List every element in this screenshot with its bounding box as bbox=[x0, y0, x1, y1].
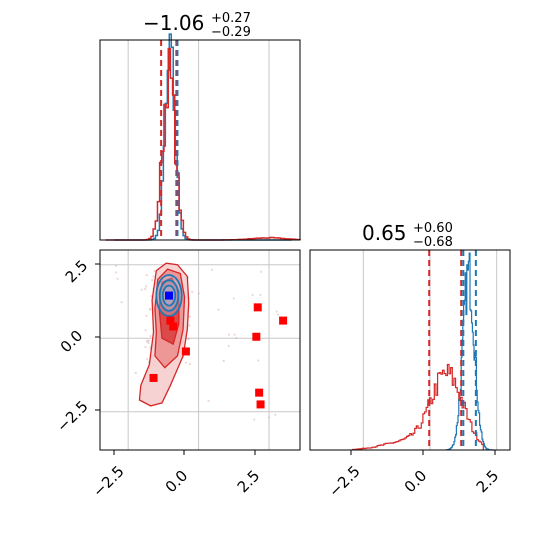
sample-point bbox=[276, 313, 280, 316]
square-marker bbox=[166, 316, 175, 325]
square-marker bbox=[252, 332, 261, 341]
sample-point bbox=[134, 371, 137, 374]
x-tick-label: −2.5 bbox=[325, 462, 363, 500]
square-marker bbox=[256, 400, 265, 409]
title-param2-sub: −0.68 bbox=[413, 235, 453, 250]
x-tick-label: 0.0 bbox=[401, 467, 431, 497]
sample-point bbox=[144, 329, 147, 332]
sample-point bbox=[222, 359, 225, 363]
sample-point bbox=[197, 292, 200, 295]
x-tick-label: 2.5 bbox=[473, 467, 503, 497]
sample-point bbox=[114, 271, 118, 274]
x-axis-bottom-right: −2.5 0.0 2.5 bbox=[325, 450, 502, 501]
sample-point bbox=[147, 339, 151, 342]
sample-point bbox=[184, 361, 187, 364]
sample-point bbox=[146, 339, 149, 342]
sample-point bbox=[268, 416, 271, 419]
frame-bottom-right bbox=[309, 249, 511, 451]
sample-point bbox=[144, 345, 147, 349]
red-histogram-param2 bbox=[352, 363, 484, 451]
square-marker bbox=[279, 316, 288, 325]
x-axis-bottom-left: −2.5 0.0 2.5 bbox=[89, 450, 263, 501]
blue-histogram-param2 bbox=[445, 252, 495, 451]
panel-bottom-left: 2.5 0.0 −2.5 −2.5 0.0 2.5 bbox=[53, 249, 301, 501]
x-tick-label: 0.0 bbox=[162, 467, 192, 497]
sample-point bbox=[233, 333, 236, 336]
title-param1-sup: +0.27 bbox=[211, 11, 251, 26]
y-axis-left: 2.5 0.0 −2.5 bbox=[53, 257, 100, 436]
sample-point bbox=[188, 363, 192, 366]
sample-point bbox=[188, 324, 191, 327]
sample-point bbox=[145, 357, 149, 360]
sample-point bbox=[149, 308, 152, 311]
sample-point bbox=[114, 264, 118, 267]
sample-point bbox=[147, 341, 150, 345]
quantile-lines-param1 bbox=[160, 40, 179, 240]
sample-point bbox=[145, 274, 148, 277]
square-marker bbox=[181, 347, 190, 356]
grid-top-left bbox=[127, 40, 270, 240]
sample-point bbox=[144, 285, 148, 288]
frame-top-left bbox=[99, 39, 301, 241]
sample-point bbox=[152, 275, 155, 278]
sample-point bbox=[140, 288, 143, 291]
sample-point bbox=[217, 308, 220, 311]
sample-point bbox=[116, 277, 119, 280]
square-marker bbox=[165, 291, 174, 300]
sample-point bbox=[274, 413, 277, 416]
sample-point bbox=[149, 307, 152, 310]
sample-point bbox=[191, 290, 194, 293]
panel-top-left: −1.06 +0.27 −0.29 bbox=[99, 11, 301, 241]
sample-point bbox=[253, 418, 256, 421]
y-tick-label: −2.5 bbox=[53, 397, 91, 435]
square-marker bbox=[149, 373, 158, 382]
sample-point bbox=[227, 344, 230, 347]
sample-point bbox=[151, 278, 154, 282]
panel-bottom-right: 0.65 +0.60 −0.68 −2.5 0.0 2.5 bbox=[309, 221, 511, 501]
square-marker bbox=[169, 322, 178, 331]
sample-point bbox=[259, 270, 263, 273]
sample-point bbox=[188, 315, 192, 318]
title-param1: −1.06 bbox=[143, 11, 204, 35]
quantile-lines-param2 bbox=[428, 250, 477, 450]
frame-bottom-left bbox=[99, 249, 301, 451]
sample-point bbox=[232, 297, 235, 300]
x-tick-label: −2.5 bbox=[89, 462, 127, 500]
square-marker bbox=[255, 388, 264, 397]
title-param1-sub: −0.29 bbox=[211, 25, 251, 40]
sample-point bbox=[120, 301, 123, 304]
sample-point bbox=[187, 337, 191, 340]
sample-point bbox=[257, 359, 260, 362]
sample-point bbox=[186, 337, 190, 340]
sample-point bbox=[153, 269, 156, 273]
sample-point bbox=[227, 333, 231, 336]
y-tick-label: 0.0 bbox=[57, 327, 87, 357]
sample-point bbox=[149, 335, 152, 338]
sample-point bbox=[211, 268, 214, 272]
sample-point bbox=[144, 287, 147, 291]
x-tick-label: 2.5 bbox=[234, 467, 264, 497]
square-marker bbox=[253, 303, 262, 312]
sample-point bbox=[259, 293, 262, 296]
sample-point bbox=[235, 336, 238, 340]
title-param2-sup: +0.60 bbox=[413, 221, 453, 236]
sample-point bbox=[275, 310, 278, 313]
point-markers bbox=[149, 291, 288, 409]
sample-point bbox=[145, 340, 149, 343]
grid-bottom-left bbox=[100, 250, 300, 450]
sample-point bbox=[251, 293, 254, 297]
y-tick-label: 2.5 bbox=[62, 257, 92, 287]
title-param2: 0.65 bbox=[362, 221, 407, 245]
sample-point bbox=[145, 314, 148, 317]
sample-point bbox=[207, 399, 210, 402]
